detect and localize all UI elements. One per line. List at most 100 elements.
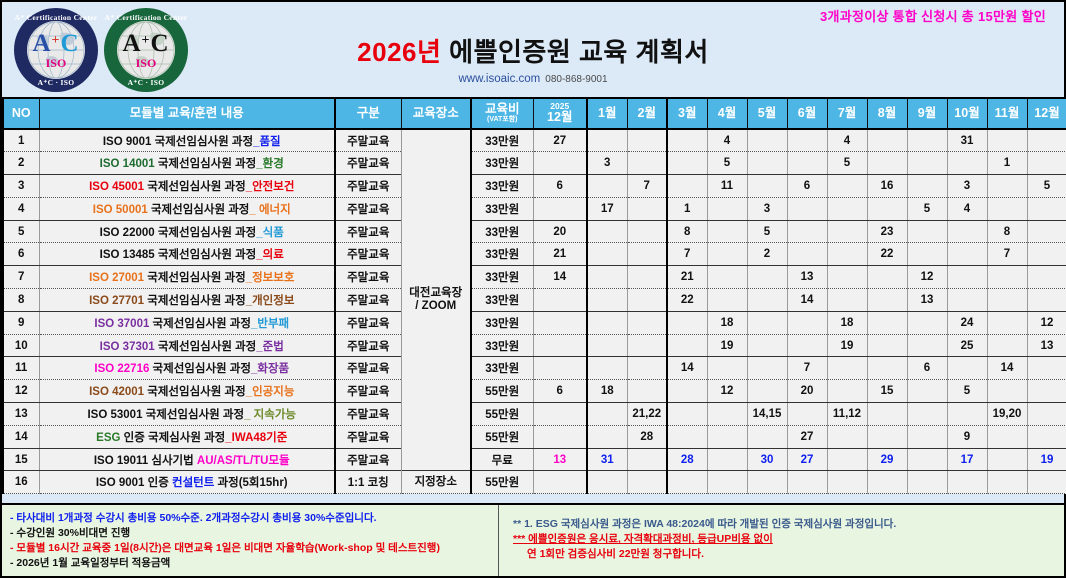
cell-month-4 (706, 265, 748, 290)
table-row[interactable]: 2 ISO 14001 국제선임심사원 과정_환경 주말교육 33만원 3 5 5 1 (2, 151, 1066, 176)
cell-month-2025-12 (532, 470, 588, 495)
table-row[interactable]: 4 ISO 50001 국제선임심사원 과정_ 에너지 주말교육 33만원 17 1 3 5 4 (2, 196, 1066, 221)
course-type: 국제선임심사원 과정 (149, 363, 251, 376)
course-field: _안전보건 (245, 180, 295, 193)
globe-icon (117, 21, 175, 79)
cell-gubun: 주말교육 (334, 265, 402, 290)
cell-month-9 (906, 470, 948, 495)
cell-month-7 (826, 174, 868, 198)
th-month-2: 2월 (626, 97, 668, 130)
cell-month-5: 14,15 (746, 402, 788, 426)
th-dec-2025: 2025 12월 (532, 97, 588, 130)
cell-month-8 (866, 356, 908, 381)
table-row[interactable]: 14 ESG 인증 국제심사원 과정_IWA48기준 주말교육 55만원 28 27 9 (2, 424, 1066, 449)
logo-green: A⁺ Certification Center (104, 8, 188, 92)
cell-gubun: 주말교육 (334, 196, 402, 221)
cell-month-11: 14 (986, 356, 1028, 381)
cell-month-2025-12: 27 (532, 128, 588, 153)
course-standard: ISO 37001 (94, 317, 150, 330)
cell-month-6: 14 (786, 288, 828, 312)
cell-place: 지정장소 (400, 470, 472, 495)
cell-month-4: 4 (706, 128, 748, 153)
website-url[interactable]: www.isoaic.com (458, 73, 541, 85)
cell-month-1: 17 (586, 196, 628, 221)
cell-month-5: 30 (746, 447, 788, 472)
cell-month-2 (626, 265, 668, 290)
cell-month-10 (946, 242, 988, 267)
cell-no: 3 (2, 174, 40, 198)
course-standard: ISO 14001 (99, 158, 155, 171)
table-row[interactable]: 6 ISO 13485 국제선임심사원 과정_의료 주말교육 33만원 21 7 2 22 7 (2, 242, 1066, 267)
cell-month-12: 5 (1026, 174, 1066, 198)
table-row[interactable]: 13 ISO 53001 국제선임심사원 과정_ 지속가능 주말교육 55만원 21,2… (2, 402, 1066, 426)
table-row[interactable]: 10 ISO 37301 국제선임심사원 과정_준법 주말교육 33만원 19 19 25 1… (2, 333, 1066, 358)
th-no: NO (2, 97, 40, 130)
cell-month-6 (786, 402, 828, 426)
cell-fee: 55만원 (470, 379, 534, 404)
th-dec-month: 12월 (547, 110, 573, 125)
cell-no: 7 (2, 265, 40, 290)
course-field: _인공지능 (245, 386, 295, 399)
cell-month-8: 22 (866, 242, 908, 267)
table-row[interactable]: 8 ISO 27701 국제선임심사원 과정_개인정보 주말교육 33만원 22 14 13 (2, 288, 1066, 312)
cell-month-9: 6 (906, 356, 948, 381)
cell-month-8 (866, 310, 908, 335)
th-month-3: 3월 (666, 97, 708, 130)
cell-month-10: 17 (946, 447, 988, 472)
cell-month-12 (1026, 219, 1066, 244)
cell-gubun: 주말교육 (334, 242, 402, 267)
cell-month-6: 27 (786, 424, 828, 449)
course-field: _정보보호 (245, 272, 295, 285)
course-standard: ISO 42001 (89, 386, 145, 399)
cell-month-11 (986, 265, 1028, 290)
table-header-row: NO 모듈별 교육/훈련 내용 구분 교육장소 교육비 (VAT포함) 2025… (2, 97, 1066, 130)
cell-month-4: 11 (706, 174, 748, 198)
cell-fee: 33만원 (470, 288, 534, 312)
th-month-5: 5월 (746, 97, 788, 130)
table-row[interactable]: 5 ISO 22000 국제선임심사원 과정_식품 주말교육 33만원 20 8 5 23 8 (2, 219, 1066, 244)
cell-no: 1 (2, 128, 40, 153)
cell-no: 6 (2, 242, 40, 267)
cell-month-3: 14 (666, 356, 708, 381)
course-type: 인증 국제심사원 과정 (120, 431, 226, 444)
cell-month-7: 5 (826, 151, 868, 176)
cell-course-name: ISO 9001 국제선임심사원 과정_품질 (38, 128, 336, 153)
cell-month-6: 20 (786, 379, 828, 404)
footer-note-2: - 수강인원 30%비대면 진행 (10, 526, 131, 539)
cell-no: 9 (2, 310, 40, 335)
cell-month-2025-12 (532, 356, 588, 381)
course-type: 국제선임심사원 과정 (142, 408, 245, 421)
cell-fee: 무료 (470, 447, 534, 472)
cell-month-12 (1026, 288, 1066, 312)
cell-month-9 (906, 151, 948, 176)
table-row[interactable]: 7 ISO 27001 국제선임심사원 과정_정보보호 주말교육 33만원 14 21 13… (2, 265, 1066, 290)
cell-month-5 (746, 356, 788, 381)
cell-course-name: ESG 인증 국제심사원 과정_IWA48기준 (38, 424, 336, 449)
footer-note-4: - 2026년 1월 교육일정부터 적용금액 (10, 556, 171, 569)
table-row[interactable]: 9 ISO 37001 국제선임심사원 과정_반부패 주말교육 33만원 18 18 24 1… (2, 310, 1066, 335)
table-row[interactable]: 12 ISO 42001 국제선임심사원 과정_인공지능 주말교육 55만원 6 18 12… (2, 379, 1066, 404)
cell-month-4 (706, 447, 748, 472)
table-row[interactable]: 16 ISO 9001 인증 컨설턴트 과정(5회15hr) 1:1 코칭 지정장소 5… (2, 470, 1066, 495)
course-field: AU/AS/TL/TU모듈 (196, 454, 290, 467)
th-fee-label: 교육비 (484, 102, 520, 117)
cell-month-8 (866, 288, 908, 312)
footer-notes: - 타사대비 1개과정 수강시 총비용 50%수준. 2개과정수강시 총비용 3… (2, 503, 1064, 576)
th-fee: 교육비 (VAT포함) (470, 97, 534, 130)
table-row[interactable]: 3 ISO 45001 국제선임심사원 과정_안전보건 주말교육 33만원 6 7 11 6 1… (2, 174, 1066, 198)
cell-month-2 (626, 219, 668, 244)
cell-month-3: 8 (666, 219, 708, 244)
table-row[interactable]: 1 ISO 9001 국제선임심사원 과정_품질 주말교육 대전교육장 / ZOOM 33… (2, 128, 1066, 472)
cell-month-6 (786, 310, 828, 335)
cell-month-2025-12: 6 (532, 174, 588, 198)
cell-no: 14 (2, 424, 40, 449)
cell-month-6 (786, 196, 828, 221)
cell-gubun: 주말교육 (334, 151, 402, 176)
cell-month-7 (826, 356, 868, 381)
cell-month-8 (866, 333, 908, 358)
logo-arc-bottom-text: A⁺C · ISO (127, 78, 165, 87)
course-type: 국제선임심사원 과정 (149, 317, 251, 330)
cell-month-2025-12 (532, 424, 588, 449)
table-row[interactable]: 15 ISO 19011 심사기법 AU/AS/TL/TU모듈 주말교육 무료 13 31… (2, 447, 1066, 472)
table-row[interactable]: 11 ISO 22716 국제선임심사원 과정_화장품 주말교육 33만원 14 7 6 14 (2, 356, 1066, 381)
